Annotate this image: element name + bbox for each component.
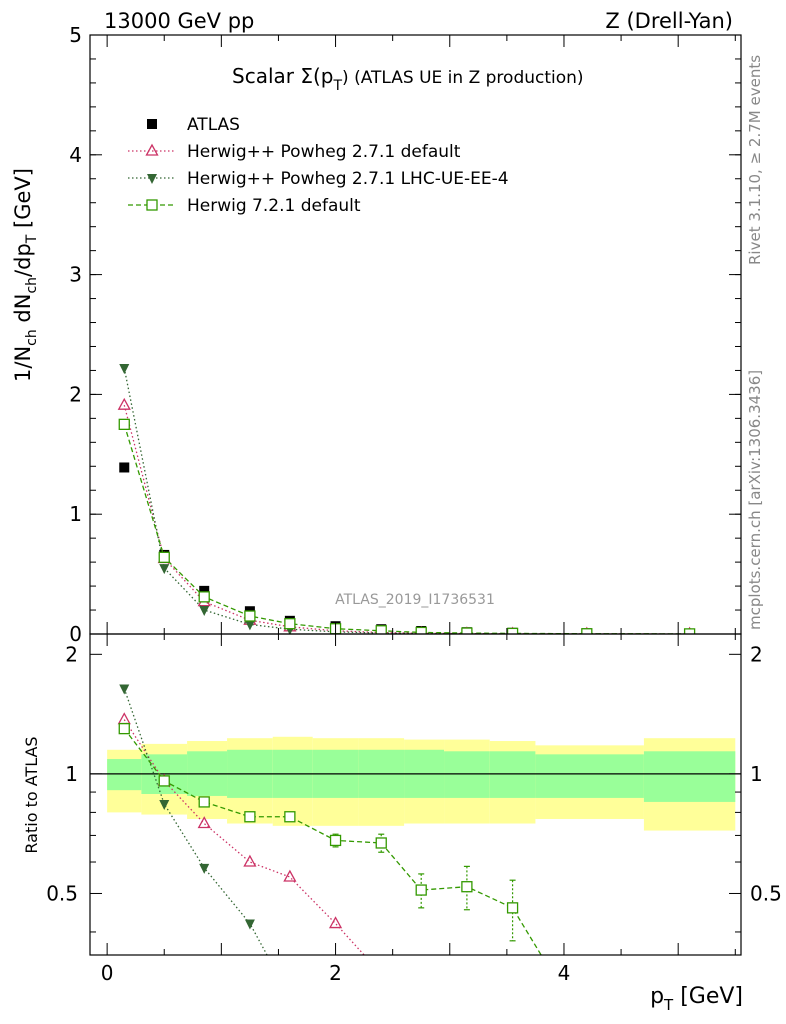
legend-label-3: Herwig 7.2.1 default (187, 196, 361, 216)
ratio-ytick-label-right-0: 0.5 (750, 881, 782, 905)
ratio-frame (89, 633, 742, 956)
x-axis-label: pT [GeV] (650, 984, 743, 1014)
ratio-ytick-label-right-2: 2 (750, 642, 763, 666)
band-inner-8 (444, 751, 490, 798)
main-point-s0-2 (199, 585, 210, 596)
ratio-point-s2-6 (375, 837, 387, 849)
main-point-s3-4 (284, 618, 296, 630)
rivet-label: Rivet 3.1.10, ≥ 2.7M events (746, 55, 764, 265)
xtick-label-1: 2 (329, 961, 342, 985)
ratio-point-s2-2 (198, 796, 210, 808)
main-ytick-label-2: 2 (69, 382, 82, 406)
band-inner-0 (107, 759, 142, 791)
ratio-point-s1-3 (244, 919, 255, 930)
ratio-point-s1-2 (199, 863, 210, 874)
main-point-s3-3 (244, 610, 256, 622)
main-point-s2-0 (119, 364, 130, 375)
main-point-s3-0 (118, 418, 130, 431)
ratio-point-s2-7 (415, 884, 427, 896)
ratio-ytick-label-left-1: 1 (65, 762, 78, 786)
mcplots-label: mcplots.cern.ch [arXiv:1306.3436] (746, 370, 764, 630)
legend-marker-3 (146, 199, 158, 211)
ratio-uncertainty-bands (107, 736, 736, 831)
ratio-point-s2-3 (244, 811, 256, 823)
ratio-point-s0-4 (283, 869, 297, 882)
band-inner-11 (643, 751, 736, 802)
main-ylabel: 1/Nch dNch/dpT [GeV] (11, 168, 40, 382)
legend-label-1: Herwig++ Powheg 2.7.1 default (187, 142, 461, 162)
main-ytick-label-1: 1 (69, 502, 82, 526)
process-label: Z (Drell-Yan) (605, 9, 733, 33)
ratio-point-s0-2 (197, 816, 211, 829)
ratio-line-series-1 (123, 688, 268, 955)
main-point-s1-0 (117, 397, 131, 410)
ratio-point-s0-3 (243, 854, 257, 867)
legend-label-2: Herwig++ Powheg 2.7.1 LHC-UE-EE-4 (187, 169, 509, 189)
band-inner-10 (535, 754, 644, 798)
ratio-point-s0-0 (117, 712, 131, 725)
legend-marker-1 (145, 143, 159, 156)
legend-marker-0 (147, 119, 157, 129)
plot-title: Scalar Σ(pT) (ATLAS UE in Z production) (232, 64, 584, 94)
main-point-s0-0 (119, 462, 130, 473)
ratio-ytick-label-left-0: 0.5 (46, 881, 78, 905)
ratio-point-s2-1 (158, 775, 170, 787)
main-point-s2-2 (199, 606, 210, 617)
main-ytick-label-5: 5 (69, 23, 82, 47)
plot-title-main: Scalar Σ(p (232, 64, 333, 88)
plot-title-rest: ) (ATLAS UE in Z production) (342, 68, 584, 88)
analysis-id: ATLAS_2019_I1736531 (335, 592, 495, 608)
ratio-point-s2-4 (284, 811, 296, 823)
main-ytick-label-0: 0 (69, 622, 82, 646)
main-point-s3-1 (158, 551, 170, 563)
ratio-ytick-label-left-2: 2 (65, 642, 78, 666)
ratio-point-s1-1 (159, 799, 170, 810)
ratio-point-s2-5 (329, 834, 342, 847)
legend-label-0: ATLAS (187, 115, 240, 135)
main-point-s3-6 (375, 625, 387, 634)
ratio-ytick-label-right-1: 1 (750, 762, 763, 786)
band-inner-9 (489, 751, 536, 798)
main-point-s3-8 (461, 627, 473, 634)
main-point-s2-1 (159, 564, 170, 575)
main-point-s3-7 (415, 626, 427, 634)
legend-marker-2 (147, 174, 157, 184)
ratio-ylabel: Ratio to ATLAS (22, 736, 41, 853)
energy-label: 13000 GeV pp (104, 9, 254, 33)
main-point-s2-3 (244, 620, 255, 631)
ratio-point-s0-5 (328, 916, 343, 929)
main-point-s3-2 (198, 591, 210, 603)
main-ytick-label-4: 4 (69, 143, 82, 167)
main-ytick-label-3: 3 (69, 263, 82, 287)
ratio-point-s1-0 (119, 684, 130, 695)
plot-title-sub: T (332, 78, 342, 94)
ratio-point-s2-9 (506, 902, 519, 914)
legend: ATLAS Herwig++ Powheg 2.7.1 default Herwig… (128, 115, 509, 216)
xtick-label-2: 4 (558, 961, 571, 985)
xtick-label-0: 0 (101, 961, 114, 985)
ratio-point-s2-0 (118, 722, 130, 735)
ratio-plot-area (117, 684, 542, 955)
ratio-point-s2-8 (461, 881, 473, 893)
